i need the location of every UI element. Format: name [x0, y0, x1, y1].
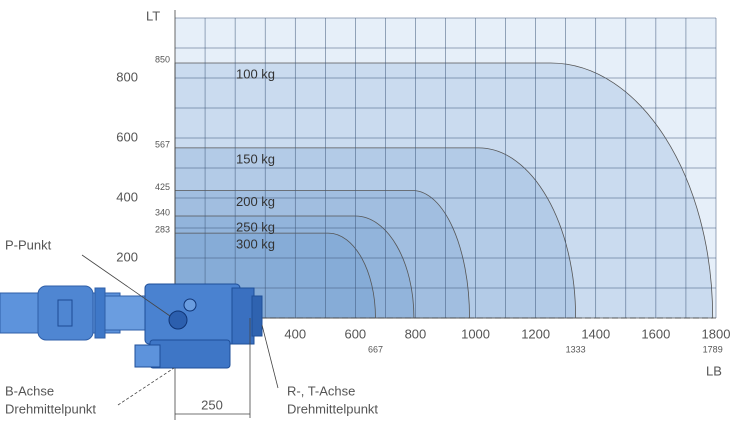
wrist-body [144, 283, 241, 345]
load-region [174, 62, 714, 319]
annotation: B-Achse [5, 383, 54, 398]
arm-neck [104, 295, 151, 331]
reach-label: 1333 [566, 344, 586, 354]
y-tick-label: 800 [116, 69, 138, 84]
wrist-lower [149, 339, 231, 369]
region-label: 250 kg [236, 219, 275, 234]
annotation: Drehmittelpunkt [287, 401, 378, 416]
x-tick-label: 800 [405, 326, 427, 341]
arm-flange [94, 287, 106, 339]
x-tick-label: 1000 [461, 326, 490, 341]
annotation: Drehmittelpunkt [5, 401, 96, 416]
arm-detail [57, 299, 73, 327]
load-region [174, 190, 470, 319]
x-tick-label: 1200 [521, 326, 550, 341]
leader-line [261, 324, 279, 389]
height-label: 850 [155, 54, 170, 64]
x-tick-label: 1400 [581, 326, 610, 341]
wrist-joint [168, 310, 188, 330]
reach-label: 1789 [703, 344, 723, 354]
region-label: 200 kg [236, 194, 275, 209]
x-axis-label: LB [706, 363, 722, 378]
y-tick-label: 600 [116, 129, 138, 144]
annotation: R-, T-Achse [287, 383, 355, 398]
robot-drawing [0, 283, 263, 369]
annotation: P-Punkt [5, 237, 52, 252]
reach-label: 667 [368, 344, 383, 354]
region-label: 300 kg [236, 237, 275, 252]
wrist-motor [134, 344, 161, 368]
annotations: P-Punkt B-Achse Drehmittelpunkt R-, T-Ac… [5, 237, 378, 418]
height-label: 340 [155, 207, 170, 217]
leader-line [117, 367, 175, 406]
y-tick-label: 200 [116, 249, 138, 264]
leader-line [81, 254, 171, 317]
region-label: 100 kg [236, 66, 275, 81]
plot-area: LT LB 200 400 600 800 400 600 800 1000 1200 1400 160… [0, 8, 730, 420]
y-tick-label: 400 [116, 189, 138, 204]
wrist-bolt [183, 298, 197, 312]
height-label: 283 [155, 224, 170, 234]
height-label: 567 [155, 139, 170, 149]
x-tick-label: 1800 [702, 326, 731, 341]
x-tick-label: 600 [344, 326, 366, 341]
y-axis-label: LT [146, 8, 160, 23]
x-tick-label: 1600 [641, 326, 670, 341]
tool-plate [251, 295, 263, 337]
dimension-label: 250 [201, 397, 223, 412]
x-tick-label: 400 [284, 326, 306, 341]
height-label: 425 [155, 182, 170, 192]
tool-flange [231, 287, 255, 345]
region-label: 150 kg [236, 151, 275, 166]
arm-housing [37, 285, 94, 341]
